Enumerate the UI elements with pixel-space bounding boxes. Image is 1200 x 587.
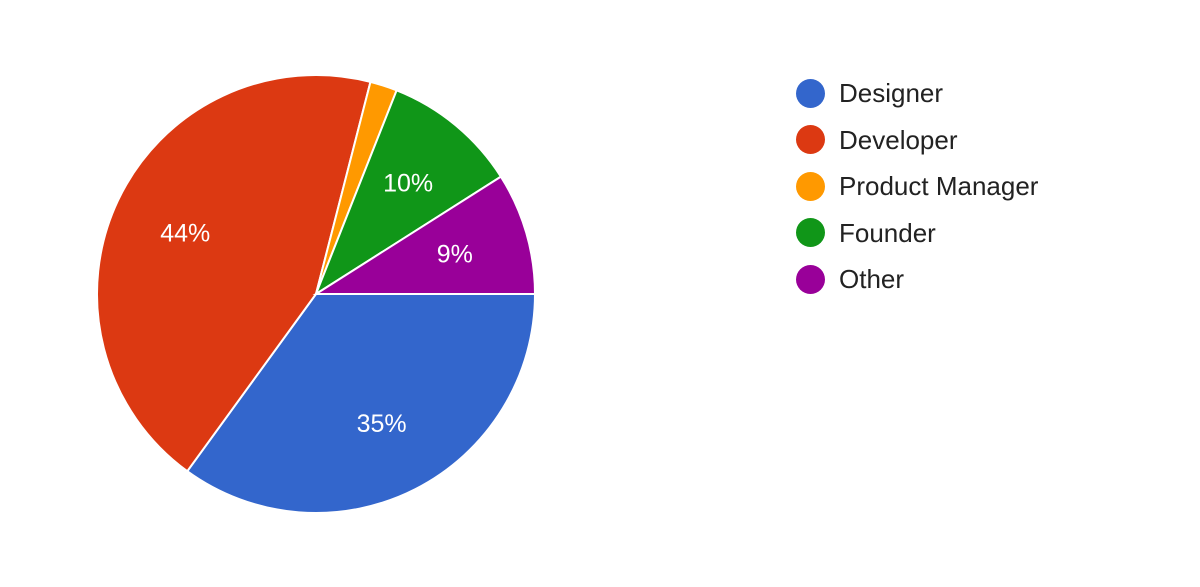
legend-dot-icon	[796, 264, 825, 294]
legend-item-founder[interactable]: Founder	[796, 210, 1038, 257]
pie-slice-other[interactable]	[312, 175, 537, 295]
slice-percent-label: 44%	[160, 219, 210, 247]
pie-labels: 35% 44% 10% 9%	[160, 170, 473, 438]
legend-dot-icon	[796, 218, 825, 248]
legend-label: Founder	[839, 217, 936, 248]
slice-percent-label: 35%	[357, 410, 407, 438]
pie-slice-designer[interactable]	[185, 293, 537, 514]
legend-item-developer[interactable]: Developer	[796, 117, 1038, 164]
legend: Designer Developer Product Manager Found…	[796, 70, 1038, 303]
legend-dot-icon	[796, 171, 825, 201]
legend-dot-icon	[796, 125, 825, 155]
pie-slices	[96, 74, 537, 514]
legend-item-product-manager[interactable]: Product Manager	[796, 163, 1038, 210]
legend-label: Developer	[839, 124, 958, 155]
legend-label: Product Manager	[839, 171, 1039, 202]
legend-item-designer[interactable]: Designer	[796, 70, 1038, 117]
legend-item-other[interactable]: Other	[796, 256, 1038, 303]
legend-label: Other	[839, 264, 905, 295]
legend-label: Designer	[839, 78, 944, 109]
slice-percent-label: 10%	[383, 170, 433, 198]
pie-slice-developer[interactable]	[96, 74, 372, 473]
pie-slice-founder[interactable]	[313, 89, 503, 297]
slice-percent-label: 9%	[437, 241, 473, 269]
legend-dot-icon	[796, 78, 825, 108]
